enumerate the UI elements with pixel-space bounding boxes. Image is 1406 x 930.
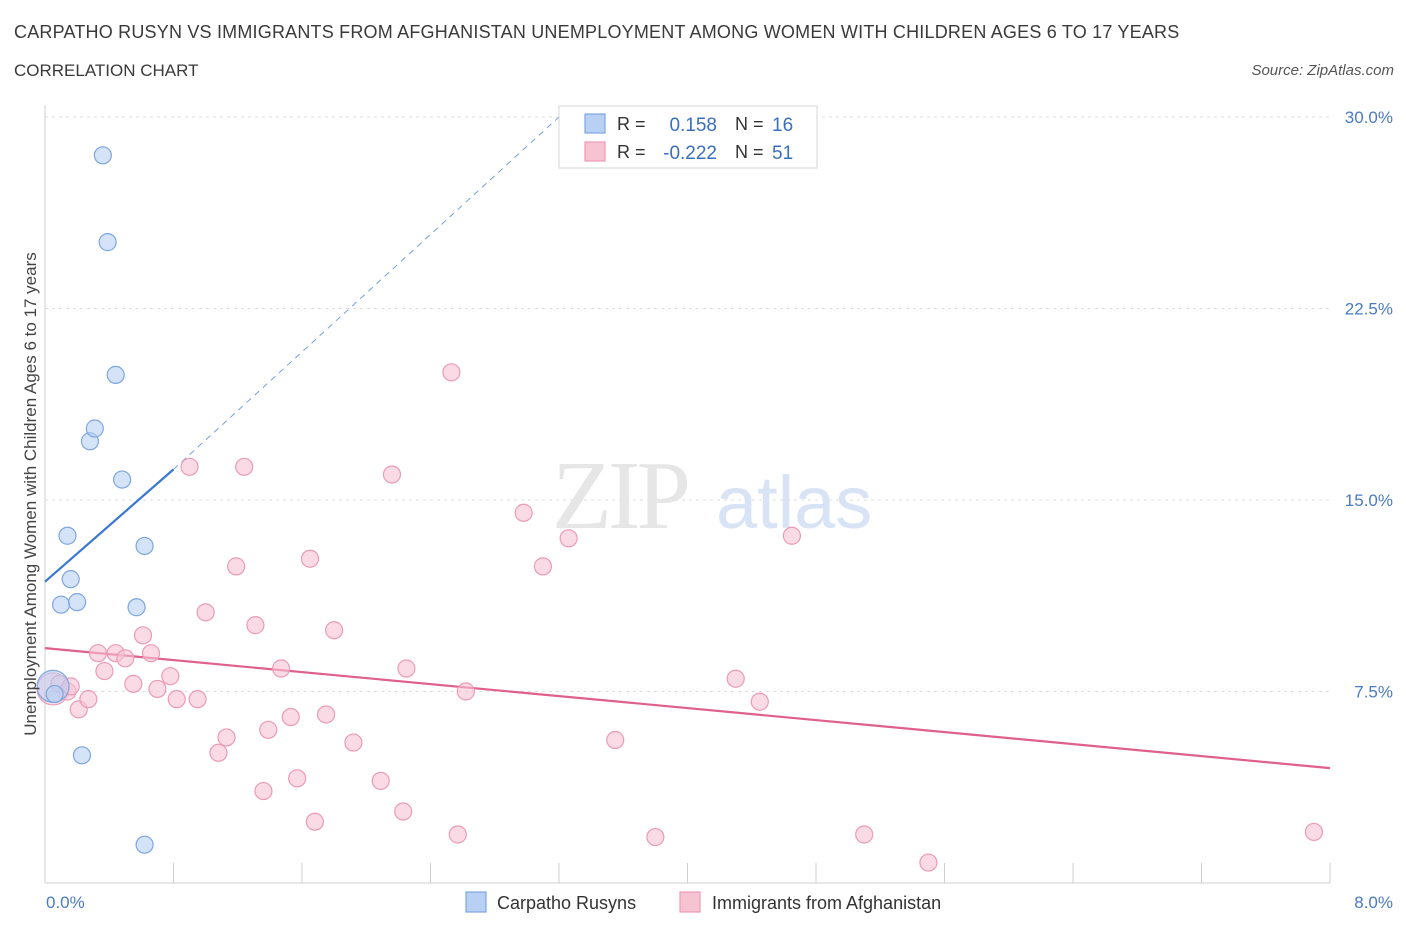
- point-afghanistan: [259, 720, 278, 739]
- point-afghanistan: [394, 802, 413, 821]
- point-afghanistan: [559, 529, 578, 548]
- point-afghanistan: [141, 644, 161, 663]
- series-legend-label-rusyns: Carpatho Rusyns: [497, 893, 636, 913]
- point-afghanistan: [456, 682, 475, 701]
- point-rusyns: [85, 419, 104, 438]
- point-afghanistan: [133, 626, 153, 645]
- point-afghanistan: [726, 669, 745, 688]
- point-afghanistan: [919, 853, 938, 872]
- point-afghanistan: [1304, 822, 1324, 842]
- point-rusyns: [127, 598, 146, 617]
- legend-r-label-2: R =: [617, 142, 646, 162]
- legend-n-label-1: N =: [735, 114, 764, 134]
- legend-n-value-2: 51: [772, 143, 793, 164]
- point-afghanistan: [281, 707, 300, 727]
- point-afghanistan: [227, 557, 246, 576]
- point-afghanistan: [397, 659, 416, 678]
- point-afghanistan: [95, 661, 114, 681]
- point-afghanistan: [88, 644, 108, 663]
- point-afghanistan: [750, 692, 769, 711]
- y-axis-label: Unemployment Among Women with Children A…: [21, 252, 40, 736]
- point-afghanistan: [344, 733, 363, 752]
- watermark-zip: ZIP: [552, 442, 687, 550]
- point-afghanistan: [646, 827, 665, 847]
- x-tick-label: 0.0%: [46, 893, 85, 912]
- legend-n-value-1: 16: [772, 115, 793, 136]
- point-afghanistan: [246, 616, 265, 635]
- legend-swatch-pink: [584, 141, 606, 162]
- point-rusyns: [112, 470, 132, 489]
- point-afghanistan: [116, 649, 135, 668]
- point-rusyns: [98, 233, 117, 252]
- point-rusyns: [93, 146, 112, 165]
- point-afghanistan: [180, 457, 199, 476]
- trend-lines: [44, 116, 1331, 770]
- point-afghanistan: [606, 730, 625, 750]
- data-points: [36, 146, 1324, 872]
- axes: 7.5% 15.0% 22.5% 30.0% 0.0% 8.0%: [44, 105, 1393, 912]
- point-afghanistan: [442, 363, 461, 382]
- x-tick-label: 8.0%: [1354, 893, 1393, 912]
- y-tick-label: 15.0%: [1345, 491, 1393, 510]
- point-afghanistan: [188, 690, 207, 709]
- point-afghanistan: [316, 705, 336, 724]
- series-legend: Carpatho Rusyns Immigrants from Afghanis…: [465, 891, 941, 913]
- point-afghanistan: [288, 769, 307, 788]
- point-afghanistan: [855, 825, 874, 844]
- point-afghanistan: [79, 690, 98, 709]
- point-afghanistan: [148, 679, 167, 699]
- legend-r-value-2: -0.222: [663, 143, 717, 164]
- point-rusyns: [61, 570, 80, 589]
- point-afghanistan: [514, 503, 533, 522]
- point-afghanistan: [196, 603, 215, 622]
- point-afghanistan: [305, 812, 324, 831]
- y-tick-label: 7.5%: [1354, 683, 1393, 702]
- stats-legend: R = 0.158 N = 16 R = -0.222 N = 51: [558, 105, 818, 169]
- point-afghanistan: [209, 743, 228, 762]
- point-rusyns: [106, 365, 125, 384]
- trend-line-rusyns-extension: [173, 116, 560, 470]
- series-legend-swatch-afghanistan: [679, 891, 701, 913]
- point-afghanistan: [235, 457, 254, 476]
- legend-r-value-1: 0.158: [669, 115, 717, 136]
- y-tick-label: 30.0%: [1345, 108, 1393, 127]
- point-afghanistan: [300, 549, 320, 568]
- point-rusyns: [135, 835, 154, 854]
- trend-line-rusyns: [44, 468, 175, 583]
- y-tick-label: 22.5%: [1345, 300, 1393, 319]
- point-rusyns: [51, 595, 71, 614]
- point-afghanistan: [382, 465, 402, 484]
- series-legend-swatch-rusyns: [465, 891, 487, 913]
- chart-subtitle: CORRELATION CHART: [14, 61, 199, 80]
- legend-n-label-2: N =: [735, 142, 764, 162]
- series-legend-label-afghanistan: Immigrants from Afghanistan: [712, 893, 941, 913]
- point-afghanistan: [124, 674, 143, 693]
- point-afghanistan: [161, 667, 180, 686]
- point-afghanistan: [325, 621, 344, 640]
- point-afghanistan: [272, 659, 291, 678]
- point-afghanistan: [448, 825, 467, 844]
- legend-r-label-1: R =: [617, 114, 646, 134]
- point-rusyns: [68, 593, 87, 612]
- trend-line-afghanistan: [44, 646, 1331, 770]
- point-afghanistan: [371, 771, 390, 790]
- point-afghanistan: [533, 557, 553, 576]
- point-rusyns: [45, 684, 64, 704]
- grid: [45, 116, 1330, 692]
- chart-title: CARPATHO RUSYN VS IMMIGRANTS FROM AFGHAN…: [14, 22, 1180, 42]
- point-afghanistan: [254, 781, 273, 801]
- legend-swatch-blue: [584, 113, 606, 134]
- source-credit: Source: ZipAtlas.com: [1251, 62, 1394, 79]
- point-rusyns: [135, 536, 154, 556]
- point-rusyns: [58, 526, 77, 545]
- point-afghanistan: [217, 728, 236, 747]
- point-afghanistan: [782, 526, 802, 545]
- point-rusyns: [72, 746, 92, 765]
- point-afghanistan: [167, 690, 186, 709]
